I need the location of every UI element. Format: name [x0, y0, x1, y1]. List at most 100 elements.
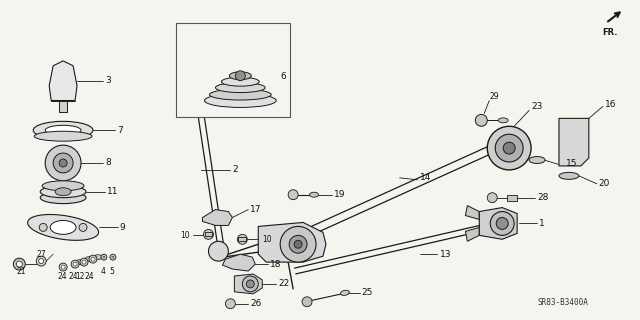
Circle shape [36, 256, 46, 266]
Text: 24: 24 [84, 272, 93, 282]
Circle shape [71, 260, 79, 268]
Circle shape [565, 124, 577, 136]
Circle shape [13, 258, 26, 270]
Text: 17: 17 [250, 205, 262, 214]
Text: 22: 22 [278, 279, 289, 288]
Ellipse shape [205, 93, 276, 108]
Text: 24: 24 [57, 272, 67, 282]
Circle shape [112, 256, 114, 258]
Circle shape [79, 223, 87, 231]
Text: 18: 18 [270, 260, 282, 268]
Ellipse shape [340, 290, 349, 295]
Ellipse shape [55, 188, 71, 196]
Circle shape [209, 241, 228, 261]
Ellipse shape [310, 192, 319, 197]
Polygon shape [234, 274, 262, 294]
Circle shape [487, 193, 497, 203]
Ellipse shape [216, 83, 265, 92]
Circle shape [80, 258, 88, 266]
Circle shape [490, 212, 514, 235]
Polygon shape [223, 254, 255, 271]
Text: 16: 16 [605, 100, 616, 109]
Text: 13: 13 [440, 250, 451, 259]
Circle shape [503, 142, 515, 154]
Text: 1: 1 [539, 219, 545, 228]
Bar [238, 237, 246, 241]
Text: 29: 29 [489, 92, 499, 101]
Text: 8: 8 [105, 158, 111, 167]
Circle shape [288, 190, 298, 200]
Ellipse shape [94, 255, 102, 260]
Bar [205, 232, 212, 236]
Circle shape [566, 148, 576, 158]
Ellipse shape [229, 72, 252, 80]
Text: 4: 4 [101, 267, 106, 276]
Ellipse shape [76, 260, 84, 265]
Ellipse shape [42, 181, 84, 191]
Bar [507, 195, 517, 201]
Polygon shape [28, 214, 99, 240]
Polygon shape [559, 118, 589, 166]
Circle shape [17, 261, 22, 267]
Text: 23: 23 [531, 102, 543, 111]
Text: 11: 11 [107, 187, 118, 196]
Polygon shape [465, 228, 479, 241]
Text: 26: 26 [250, 299, 262, 308]
Circle shape [101, 254, 107, 260]
Ellipse shape [33, 121, 93, 139]
Text: 25: 25 [362, 288, 373, 297]
Circle shape [280, 227, 316, 262]
Text: 12: 12 [75, 272, 84, 282]
Circle shape [289, 235, 307, 253]
Circle shape [103, 256, 105, 258]
Text: 28: 28 [537, 193, 548, 202]
Circle shape [476, 114, 487, 126]
Circle shape [82, 260, 86, 264]
Circle shape [294, 240, 302, 248]
Ellipse shape [40, 186, 86, 198]
Circle shape [91, 257, 95, 261]
Text: 27: 27 [36, 250, 46, 259]
Ellipse shape [85, 257, 93, 262]
Circle shape [61, 265, 65, 269]
Circle shape [39, 223, 47, 231]
Text: 14: 14 [420, 173, 431, 182]
Text: 3: 3 [105, 76, 111, 85]
Circle shape [243, 276, 259, 292]
Circle shape [237, 234, 247, 244]
Polygon shape [202, 210, 232, 225]
Polygon shape [465, 206, 479, 220]
Circle shape [73, 262, 77, 266]
Text: 24: 24 [68, 272, 77, 282]
Circle shape [487, 126, 531, 170]
Circle shape [110, 254, 116, 260]
Circle shape [39, 259, 44, 264]
Circle shape [246, 280, 254, 288]
Circle shape [53, 153, 73, 173]
Text: 10: 10 [262, 235, 272, 244]
Circle shape [496, 218, 508, 229]
Ellipse shape [221, 77, 259, 86]
Circle shape [89, 255, 97, 263]
Ellipse shape [559, 172, 579, 179]
Text: 20: 20 [599, 179, 610, 188]
Ellipse shape [209, 89, 271, 100]
Ellipse shape [40, 192, 86, 204]
Text: 10: 10 [180, 231, 190, 240]
Ellipse shape [529, 156, 545, 164]
Text: 2: 2 [232, 165, 238, 174]
Text: 7: 7 [117, 126, 123, 135]
Ellipse shape [45, 125, 81, 135]
Circle shape [302, 297, 312, 307]
Text: 6: 6 [280, 72, 286, 81]
Circle shape [236, 71, 245, 81]
Text: 19: 19 [334, 190, 346, 199]
Text: 5: 5 [109, 267, 114, 276]
Text: FR.: FR. [602, 28, 617, 37]
Circle shape [495, 134, 523, 162]
Circle shape [45, 145, 81, 181]
Polygon shape [259, 222, 326, 262]
Circle shape [204, 229, 214, 239]
Text: SR83-B3400A: SR83-B3400A [538, 298, 589, 307]
Circle shape [59, 159, 67, 167]
